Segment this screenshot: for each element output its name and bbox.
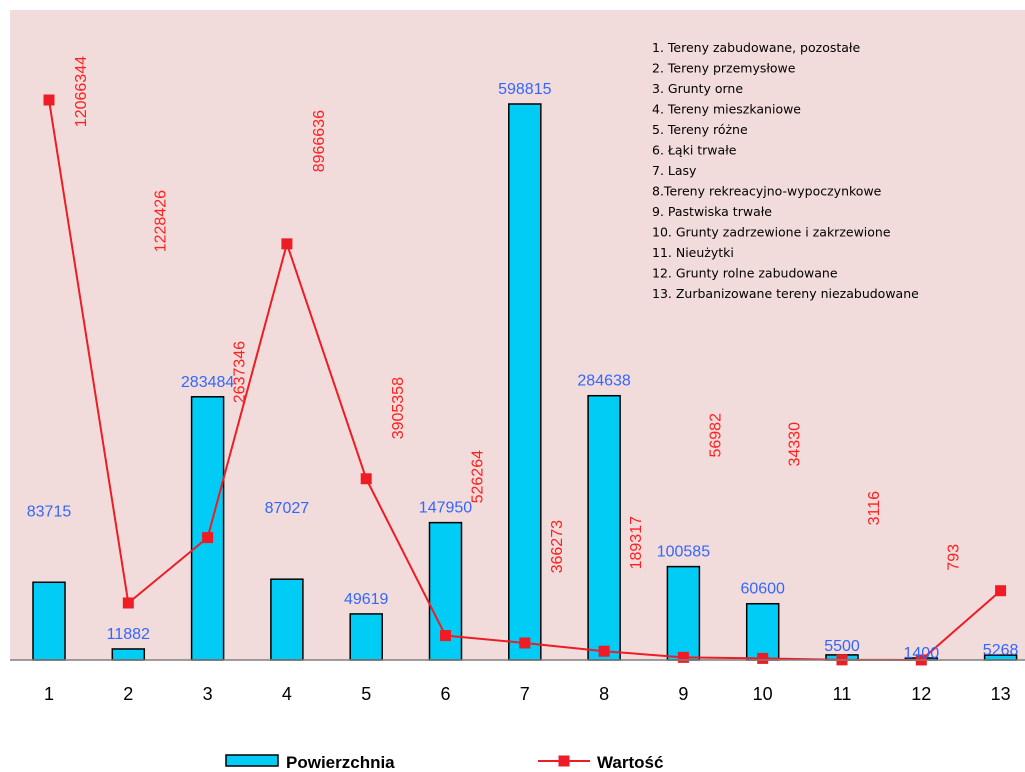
tick-label-4: 4 [282, 684, 292, 704]
value-label-1: 12066344 [73, 56, 90, 127]
value-label-10: 34330 [787, 422, 804, 467]
bar-5 [349, 613, 383, 661]
tick-label-1: 1 [44, 684, 54, 704]
note-item: 1. Tereny zabudowane, pozostałe [652, 40, 860, 55]
line-data-labels: 12066344 1228426 2637346 8966636 3905358 5262… [73, 56, 1025, 573]
tick-label-3: 3 [203, 684, 213, 704]
legend: Powierzchnia Wartość [225, 753, 663, 772]
wartosc-point-13 [995, 585, 1007, 597]
note-item: 2. Tereny przemysłowe [652, 61, 796, 76]
bar-label-8: 284638 [577, 373, 630, 390]
note-item: 5. Tereny różne [652, 122, 748, 137]
note-item: 7. Lasy [652, 163, 697, 178]
category-notes: 1. Tereny zabudowane, pozostałe 2. Tereny… [652, 40, 919, 301]
tick-label-10: 10 [753, 684, 773, 704]
value-label-5: 3905358 [390, 377, 407, 439]
tick-label-12: 12 [911, 684, 931, 704]
value-label-2: 1228426 [152, 190, 169, 252]
note-item: 3. Grunty orne [652, 81, 743, 96]
wartosc-point-5 [360, 473, 372, 485]
wartosc-point-4 [281, 238, 293, 250]
value-label-11: 3116 [866, 491, 883, 526]
legend-marker-wartosc [558, 755, 570, 767]
note-item: 8.Tereny rekreacyjno-wypoczynkowe [652, 184, 882, 199]
bar-label-9: 100585 [657, 544, 710, 561]
tick-label-9: 9 [678, 684, 688, 704]
tick-label-5: 5 [361, 684, 371, 704]
bar-4 [270, 578, 304, 661]
bar-label-12: 1400 [904, 645, 940, 662]
value-label-7: 366273 [549, 520, 566, 573]
tick-label-8: 8 [599, 684, 609, 704]
wartosc-point-8 [598, 645, 610, 657]
note-item: 11. Nieużytki [652, 245, 734, 260]
legend-label-wartosc: Wartość [597, 753, 663, 772]
wartosc-point-2 [122, 597, 134, 609]
x-axis-ticks: 1 2 3 4 5 6 7 8 9 10 11 12 13 [44, 684, 1011, 704]
note-item: 13. Zurbanizowane tereny niezabudowane [652, 286, 919, 301]
value-label-9: 56982 [707, 413, 724, 458]
bar-7 [508, 103, 542, 661]
tick-label-7: 7 [520, 684, 530, 704]
wartosc-point-3 [202, 532, 214, 544]
bar-label-2: 11882 [107, 626, 150, 643]
note-item: 12. Grunty rolne zabudowane [652, 266, 838, 281]
bar-series-powierzchnia [32, 103, 1018, 661]
legend-swatch-powierzchnia [225, 754, 279, 767]
note-item: 10. Grunty zadrzewione i zakrzewione [652, 225, 891, 240]
bar-data-labels: 83715 11882 283484 87027 49619 147950 598815 28… [27, 81, 1019, 662]
wartosc-point-9 [677, 651, 689, 663]
tick-label-6: 6 [440, 684, 450, 704]
legend-label-powierzchnia: Powierzchnia [286, 753, 395, 772]
value-label-3: 2637346 [232, 341, 249, 403]
wartosc-point-7 [519, 637, 531, 649]
value-label-4: 8966636 [311, 110, 328, 172]
tick-label-13: 13 [991, 684, 1011, 704]
bar-10 [745, 602, 780, 661]
bar-label-3: 283484 [181, 374, 234, 391]
bar-label-13: 5268 [983, 642, 1019, 659]
note-item: 6. Łąki trwałe [652, 143, 737, 158]
bar-8 [587, 394, 621, 661]
bar-3 [190, 396, 225, 661]
bar-2 [111, 648, 146, 661]
wartosc-point-6 [440, 630, 451, 642]
value-label-6: 526264 [470, 450, 487, 503]
bar-label-5: 49619 [344, 591, 389, 608]
wartosc-point-10 [757, 652, 769, 664]
wartosc-point-1 [43, 94, 55, 106]
bar-label-10: 60600 [740, 581, 785, 598]
bar-label-1: 83715 [27, 503, 72, 520]
tick-label-11: 11 [833, 684, 852, 704]
bar-label-6: 147950 [419, 500, 472, 517]
bar-9 [666, 565, 701, 661]
tick-label-2: 2 [123, 684, 133, 704]
bar-1 [32, 581, 66, 661]
bar-label-7: 598815 [498, 81, 551, 98]
value-label-12: 793 [945, 544, 962, 571]
bar-label-4: 87027 [265, 500, 310, 517]
bar-label-11: 5500 [824, 638, 860, 655]
note-item: 9. Pastwiska trwałe [652, 204, 772, 219]
note-item: 4. Tereny mieszkaniowe [652, 102, 801, 117]
value-label-8: 189317 [628, 516, 645, 569]
